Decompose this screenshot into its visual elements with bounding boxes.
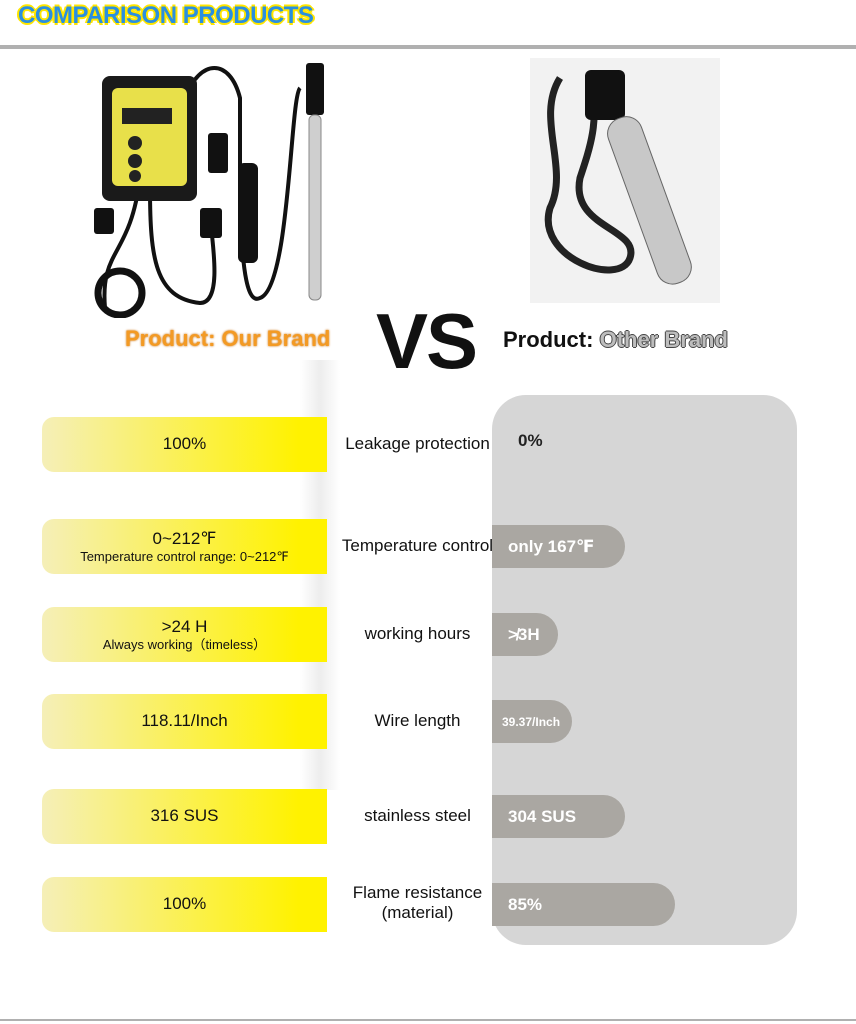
our-value: 100% — [42, 877, 327, 932]
feature-label: Leakage protection — [335, 434, 500, 454]
feature-text: stainless steel — [364, 806, 471, 825]
feature-label: Temperature control — [335, 536, 500, 556]
our-product-label: Product: Our Brand — [125, 326, 331, 351]
feature-text: Temperature control — [341, 536, 494, 555]
our-text: 316 SUS — [150, 806, 219, 826]
feature-text: Wire length — [374, 711, 461, 730]
their-value: ≯3H — [492, 613, 558, 656]
feature-label: stainless steel — [335, 806, 500, 826]
our-text: 100% — [162, 894, 207, 914]
other-product-image — [530, 58, 720, 303]
divider — [0, 1019, 856, 1021]
comparison-panel — [492, 395, 797, 945]
their-value: 39.37/Inch — [492, 700, 572, 743]
our-text: 118.11/Inch — [141, 711, 228, 731]
feature-text: Flame resistance — [352, 883, 483, 902]
our-text: 0~212℉ — [152, 528, 217, 548]
vs: VS — [376, 297, 478, 385]
our-value: 118.11/Inch — [42, 694, 327, 749]
our-note: Always working（timeless） — [102, 636, 267, 652]
their-value: 85% — [492, 883, 675, 926]
their-value: 304 SUS — [492, 795, 625, 838]
our-note: Temperature control range: 0~212℉ — [80, 548, 289, 564]
other-product-name: Other Brand — [599, 327, 728, 352]
their-value: only 167℉ — [492, 525, 625, 568]
our-value: 0~212℉ Temperature control range: 0~212℉ — [42, 519, 327, 574]
product-prefix: Product: — [503, 327, 594, 352]
title: COMPARISON PRODUCTS — [18, 2, 314, 29]
feature-label: Flame resistance (material) — [335, 883, 500, 924]
feature-text: working hours — [364, 624, 471, 643]
our-text: 100% — [162, 434, 207, 454]
feature-label: working hours — [335, 624, 500, 644]
feature-label: Wire length — [335, 711, 500, 731]
our-product-image — [94, 63, 324, 318]
other-product-label: Product: Other Brand — [503, 327, 728, 353]
feature-text: (material) — [381, 903, 454, 923]
their-value: 0% — [518, 431, 543, 450]
our-value: >24 H Always working（timeless） — [42, 607, 327, 662]
feature-text: Leakage protection — [345, 434, 490, 453]
divider — [0, 45, 856, 49]
our-value: 316 SUS — [42, 789, 327, 844]
our-value: 100% — [42, 417, 327, 472]
our-text: >24 H — [161, 616, 208, 636]
